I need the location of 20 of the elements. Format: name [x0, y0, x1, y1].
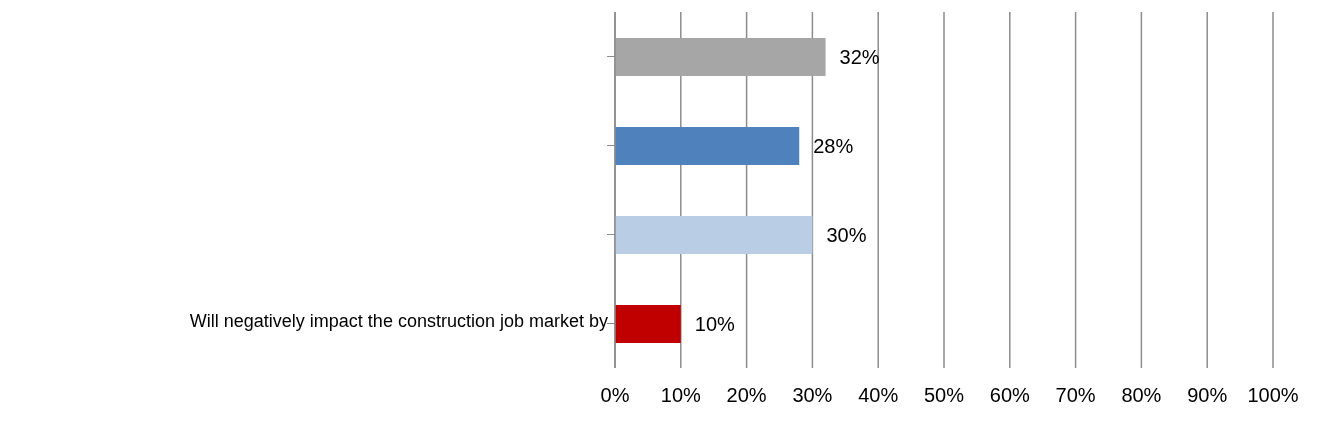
data-label: 10%	[694, 313, 736, 335]
x-tick-label: 0%	[600, 384, 630, 407]
bar	[615, 216, 813, 254]
x-tick-label: 70%	[1055, 384, 1096, 407]
data-label: 32%	[839, 46, 880, 68]
x-tick-label: 20%	[726, 384, 767, 407]
x-tick-label: 40%	[858, 384, 899, 407]
x-tick-label: 100%	[1247, 384, 1299, 407]
bar	[615, 38, 826, 76]
text: Will negatively impact the construction job market by	[189, 311, 608, 332]
x-tick-label: 80%	[1121, 384, 1162, 407]
x-tick-label: 30%	[792, 384, 833, 407]
x-tick-label: 90%	[1187, 384, 1228, 407]
data-label: 28%	[813, 135, 854, 157]
bar	[615, 305, 681, 343]
bar	[615, 127, 800, 165]
data-label: 30%	[826, 224, 867, 246]
x-tick-label: 60%	[989, 384, 1031, 407]
x-tick-label: 50%	[923, 384, 965, 407]
x-tick-label: 10%	[660, 384, 702, 407]
